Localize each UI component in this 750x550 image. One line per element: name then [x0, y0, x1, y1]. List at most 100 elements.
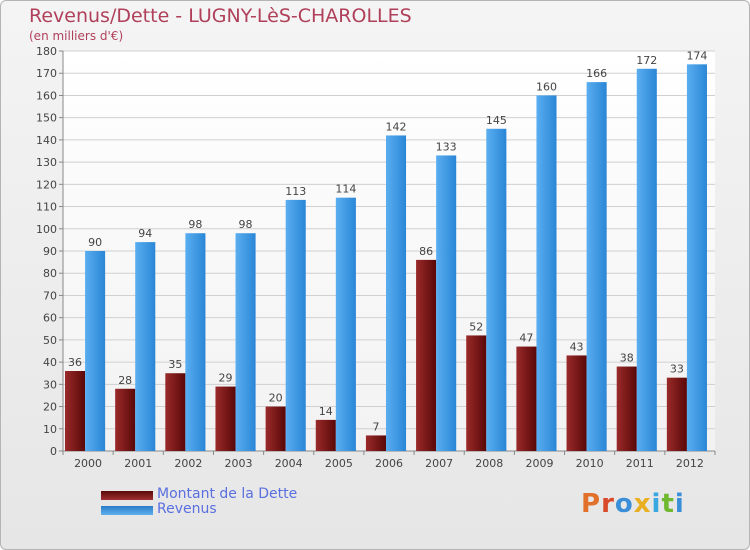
value-label-revenus: 114: [335, 183, 356, 196]
y-tick-label: 170: [36, 67, 57, 80]
bar-revenus: [335, 197, 356, 451]
logo-letter: r: [601, 489, 615, 519]
bar-dette: [516, 346, 537, 451]
logo-letter: i: [674, 489, 685, 519]
legend-swatch-revenus: [101, 506, 153, 515]
value-label-dette: 28: [118, 374, 132, 387]
value-label-dette: 38: [620, 352, 634, 365]
chart-subtitle: (en milliers d'€): [29, 29, 124, 43]
y-tick-label: 110: [36, 201, 57, 214]
bar-dette: [115, 388, 136, 451]
bar-revenus: [185, 233, 206, 451]
y-tick-label: 20: [43, 401, 57, 414]
value-label-revenus: 94: [138, 227, 152, 240]
bar-dette: [315, 419, 336, 451]
logo-letter: P: [581, 489, 602, 519]
bar-revenus: [385, 135, 407, 451]
value-label-revenus: 98: [188, 218, 202, 231]
value-label-revenus: 145: [486, 114, 507, 127]
x-tick-label: 2001: [124, 457, 152, 470]
y-tick-label: 130: [36, 156, 57, 169]
value-label-dette: 14: [319, 405, 333, 418]
y-tick-label: 50: [43, 334, 57, 347]
x-tick-label: 2007: [425, 457, 453, 470]
bar-dette: [165, 373, 186, 451]
x-tick-label: 2012: [676, 457, 704, 470]
x-tick-label: 2011: [626, 457, 654, 470]
y-tick-label: 90: [43, 245, 57, 258]
x-tick-label: 2009: [525, 457, 553, 470]
value-label-revenus: 172: [636, 54, 657, 67]
value-label-dette: 33: [670, 363, 684, 376]
bar-dette: [466, 335, 487, 451]
bar-revenus: [486, 128, 507, 451]
value-label-revenus: 113: [285, 185, 306, 198]
y-tick-label: 60: [43, 312, 57, 325]
bar-dette: [365, 435, 386, 451]
bar-revenus: [85, 251, 106, 451]
value-label-revenus: 98: [239, 218, 253, 231]
bar-dette: [265, 406, 286, 451]
value-label-dette: 43: [570, 340, 584, 353]
y-tick-label: 0: [50, 445, 57, 458]
value-label-dette: 47: [519, 332, 533, 345]
x-tick-label: 2008: [475, 457, 503, 470]
y-tick-label: 100: [36, 223, 57, 236]
x-tick-label: 2006: [375, 457, 403, 470]
value-label-revenus: 133: [436, 140, 457, 153]
y-tick-label: 30: [43, 378, 57, 391]
y-tick-label: 180: [36, 45, 57, 58]
x-tick-label: 2010: [576, 457, 604, 470]
x-tick-label: 2002: [174, 457, 202, 470]
x-tick-label: 2000: [74, 457, 102, 470]
value-label-revenus: 142: [386, 120, 407, 133]
proxiti-logo: Proxiti: [581, 489, 685, 519]
y-tick-label: 140: [36, 134, 57, 147]
logo-letter: t: [661, 489, 675, 519]
logo-letter: o: [614, 489, 634, 519]
bar-dette: [616, 366, 637, 451]
bar-dette: [416, 259, 437, 451]
value-label-dette: 20: [269, 392, 283, 405]
value-label-dette: 52: [469, 320, 483, 333]
y-tick-label: 10: [43, 423, 57, 436]
value-label-dette: 86: [419, 245, 433, 258]
bar-revenus: [436, 155, 457, 451]
y-tick-label: 160: [36, 89, 57, 102]
y-tick-label: 80: [43, 267, 57, 280]
value-label-dette: 35: [168, 358, 182, 371]
bar-dette: [215, 386, 236, 451]
value-label-dette: 7: [372, 420, 379, 433]
bar-dette: [65, 371, 86, 451]
value-label-revenus: 160: [536, 80, 557, 93]
x-tick-label: 2003: [225, 457, 253, 470]
y-tick-label: 150: [36, 112, 57, 125]
bar-revenus: [235, 233, 256, 451]
y-tick-label: 40: [43, 356, 57, 369]
value-label-revenus: 90: [88, 236, 102, 249]
y-tick-label: 70: [43, 289, 57, 302]
y-tick-label: 120: [36, 178, 57, 191]
bar-revenus: [135, 242, 156, 451]
logo-letter: i: [651, 489, 662, 519]
bar-dette: [666, 377, 687, 451]
bar-revenus: [586, 82, 607, 451]
bar-revenus: [536, 95, 557, 451]
x-tick-label: 2004: [275, 457, 303, 470]
bar-revenus: [636, 68, 657, 452]
legend-swatch-dette: [101, 491, 153, 500]
bar-revenus: [285, 199, 306, 451]
logo-letter: x: [633, 489, 652, 519]
x-tick-label: 2005: [325, 457, 353, 470]
chart-title: Revenus/Dette - LUGNY-LèS-CHAROLLES: [29, 5, 412, 27]
value-label-dette: 36: [68, 356, 82, 369]
value-label-revenus: 174: [686, 49, 707, 62]
legend-label-revenus: Revenus: [157, 501, 217, 517]
value-label-revenus: 166: [586, 67, 607, 80]
legend-label-dette: Montant de la Dette: [157, 486, 298, 502]
bar-revenus: [686, 64, 707, 452]
value-label-dette: 29: [218, 372, 232, 385]
bar-dette: [566, 355, 587, 451]
